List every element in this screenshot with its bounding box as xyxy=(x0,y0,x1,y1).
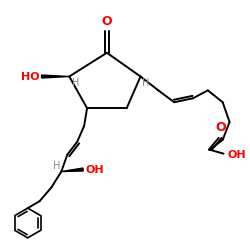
Text: H: H xyxy=(53,160,60,170)
Polygon shape xyxy=(61,168,83,172)
Text: HO: HO xyxy=(21,72,40,82)
Polygon shape xyxy=(42,75,69,78)
Text: O: O xyxy=(102,15,112,28)
Text: OH: OH xyxy=(228,150,246,160)
Text: O: O xyxy=(215,121,226,134)
Text: OH: OH xyxy=(85,164,104,174)
Text: H: H xyxy=(72,78,79,88)
Text: H: H xyxy=(142,78,149,88)
